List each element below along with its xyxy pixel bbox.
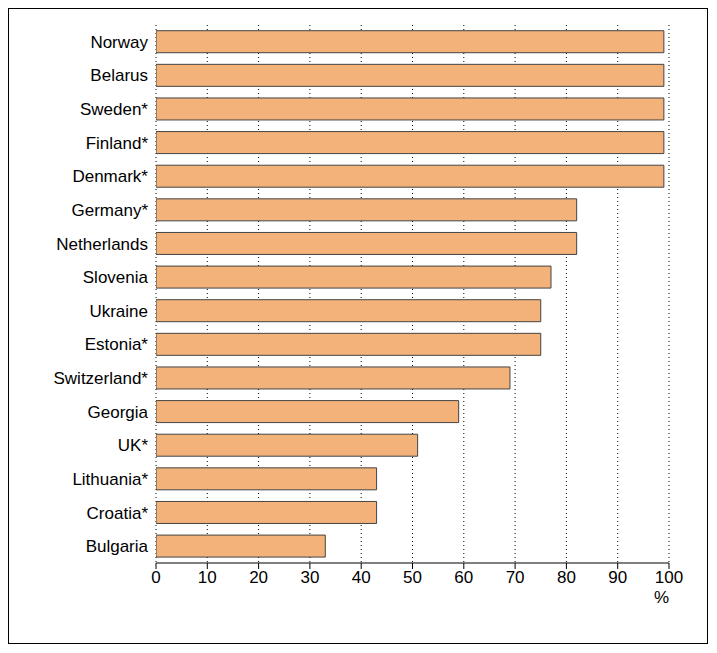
svg-text:Netherlands: Netherlands xyxy=(56,235,148,254)
svg-text:Croatia*: Croatia* xyxy=(87,504,149,523)
svg-text:Georgia: Georgia xyxy=(88,403,149,422)
svg-text:60: 60 xyxy=(454,568,473,587)
svg-text:80: 80 xyxy=(557,568,576,587)
svg-text:Slovenia: Slovenia xyxy=(83,268,149,287)
svg-text:Norway: Norway xyxy=(90,33,148,52)
svg-text:Germany*: Germany* xyxy=(71,201,148,220)
svg-text:Bulgaria: Bulgaria xyxy=(86,537,149,556)
svg-text:Ukraine: Ukraine xyxy=(89,302,148,321)
svg-text:%: % xyxy=(654,588,669,607)
svg-text:UK*: UK* xyxy=(118,436,149,455)
svg-text:Denmark*: Denmark* xyxy=(72,167,148,186)
svg-text:Belarus: Belarus xyxy=(90,66,148,85)
svg-text:20: 20 xyxy=(249,568,268,587)
svg-text:Switzerland*: Switzerland* xyxy=(54,369,149,388)
svg-text:Lithuania*: Lithuania* xyxy=(72,470,148,489)
svg-text:Finland*: Finland* xyxy=(86,134,149,153)
svg-text:50: 50 xyxy=(403,568,422,587)
svg-text:Estonia*: Estonia* xyxy=(85,335,149,354)
svg-text:0: 0 xyxy=(151,568,160,587)
svg-text:100: 100 xyxy=(655,568,683,587)
svg-text:10: 10 xyxy=(198,568,217,587)
svg-text:40: 40 xyxy=(352,568,371,587)
svg-text:Sweden*: Sweden* xyxy=(80,100,148,119)
svg-text:30: 30 xyxy=(300,568,319,587)
svg-text:90: 90 xyxy=(608,568,627,587)
svg-text:70: 70 xyxy=(506,568,525,587)
